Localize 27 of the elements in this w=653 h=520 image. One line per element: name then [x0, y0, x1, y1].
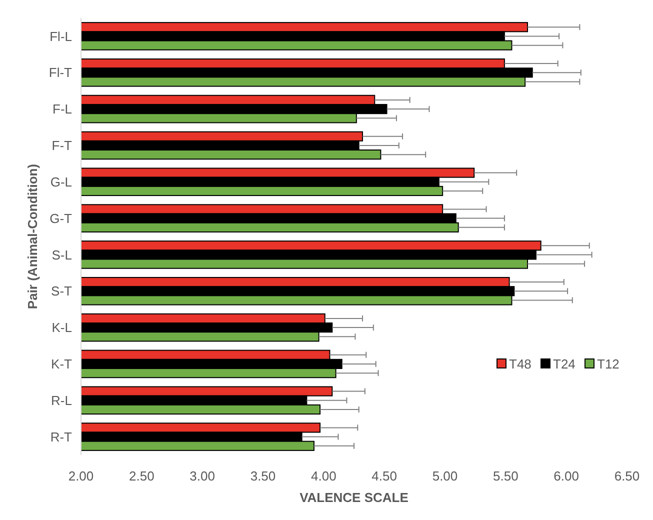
y-tick-label: G-L	[50, 174, 72, 190]
legend-label: T24	[553, 356, 576, 372]
y-tick-label: F-L	[52, 102, 72, 117]
y-tick-label: F-T	[52, 138, 72, 154]
x-tick-label: 2.00	[68, 468, 94, 484]
legend-label: T48	[509, 356, 532, 372]
y-tick-label: K-T	[51, 356, 72, 372]
x-tick-label: 6.00	[554, 468, 579, 484]
x-tick-label: 5.50	[493, 468, 518, 484]
x-tick-label: 3.00	[190, 468, 215, 484]
y-tick-label: R-L	[51, 392, 72, 408]
x-tick-label: 2.50	[129, 468, 154, 484]
y-tick-label: K-L	[52, 320, 72, 336]
y-tick-label: Fl-L	[50, 28, 72, 44]
x-tick-label: 4.00	[311, 468, 336, 484]
x-axis-title: VALENCE SCALE	[300, 490, 409, 505]
y-tick-label: G-T	[50, 210, 72, 226]
x-tick-label: 5.00	[432, 468, 458, 484]
y-tick-label: S-L	[52, 247, 72, 262]
x-tick-label: 6.50	[614, 468, 640, 484]
y-tick-label: S-T	[51, 284, 72, 299]
y-axis-title: Pair (Animal-Condition)	[25, 164, 40, 310]
legend-label: T12	[597, 356, 620, 372]
y-tick-label: R-T	[50, 429, 72, 444]
x-tick-label: 4.50	[372, 468, 397, 484]
x-tick-label: 3.50	[250, 468, 276, 484]
y-tick-label: Fl-T	[48, 65, 72, 80]
